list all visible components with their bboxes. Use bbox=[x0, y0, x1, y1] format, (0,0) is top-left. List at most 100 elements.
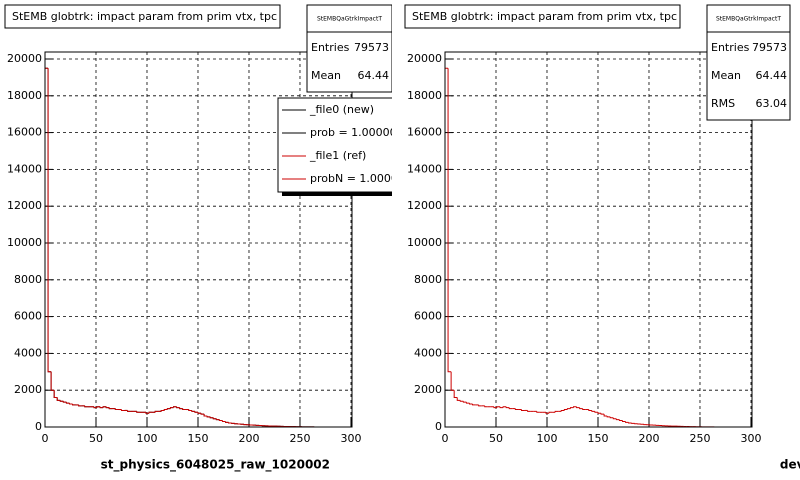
histogram-bin bbox=[50, 371, 55, 391]
histogram-bin bbox=[102, 406, 107, 408]
histogram-bin bbox=[496, 406, 501, 408]
histogram-bin bbox=[459, 400, 464, 402]
stats-label: Entries bbox=[311, 41, 350, 54]
histogram-bin bbox=[508, 407, 513, 410]
legend-box bbox=[277, 97, 392, 193]
plot-border bbox=[444, 51, 753, 428]
histogram-bin bbox=[579, 407, 583, 410]
histogram-bin bbox=[53, 390, 58, 399]
histogram-bin bbox=[606, 415, 611, 418]
histogram-bin bbox=[563, 409, 568, 411]
histogram-bin bbox=[472, 404, 476, 406]
histogram-bin bbox=[554, 410, 559, 413]
stats-box bbox=[706, 4, 791, 121]
histogram-bin bbox=[588, 409, 592, 411]
title-box bbox=[404, 4, 681, 29]
histogram-bin bbox=[478, 404, 482, 407]
histogram-bin bbox=[200, 413, 205, 415]
y-tick-label: 0 bbox=[435, 420, 442, 433]
x-axis-label: st_physics_6048025_raw_1020002 bbox=[101, 458, 330, 473]
histogram-bin bbox=[176, 406, 180, 409]
histogram-bin bbox=[612, 417, 617, 420]
x-tick-label: 50 bbox=[489, 432, 503, 445]
histogram-bin bbox=[163, 409, 168, 411]
title-box bbox=[4, 4, 281, 29]
histogram-bin bbox=[218, 419, 223, 422]
histogram-bin bbox=[514, 408, 519, 411]
histogram-bin bbox=[536, 411, 540, 413]
histogram-bin bbox=[59, 400, 64, 402]
stats-label: Entries bbox=[711, 41, 750, 54]
histogram-bin bbox=[228, 422, 232, 424]
histogram-bin bbox=[47, 68, 52, 373]
histogram-bin bbox=[594, 411, 598, 413]
plot-frame bbox=[444, 51, 753, 428]
histogram-bin bbox=[169, 407, 174, 409]
x-tick-label: 100 bbox=[536, 432, 557, 445]
histogram-bin bbox=[173, 406, 177, 408]
stats-title: StEMBQaGtrkImpactT bbox=[317, 16, 382, 23]
y-tick-label: 14000 bbox=[7, 162, 42, 175]
legend-label: _file1 (ref) bbox=[309, 149, 366, 162]
histogram-bin bbox=[182, 408, 186, 411]
histogram-bin bbox=[154, 410, 159, 413]
histogram-bin bbox=[206, 415, 211, 418]
histogram-bin bbox=[493, 406, 498, 409]
histogram-bin bbox=[72, 404, 76, 406]
histogram-bin bbox=[56, 397, 61, 401]
stats-value: 64.44 bbox=[358, 69, 390, 82]
histogram-bin bbox=[618, 419, 623, 422]
x-tick-label: 250 bbox=[689, 432, 710, 445]
stats-title: StEMBQaGtrkImpactT bbox=[716, 16, 781, 23]
x-tick-label: 150 bbox=[187, 432, 208, 445]
pad: 0200040006000800010000120001400016000180… bbox=[404, 4, 800, 473]
histogram-bin bbox=[453, 390, 458, 399]
y-tick-label: 18000 bbox=[407, 89, 442, 102]
x-axis-label: dev/daq_sl302.ittf/Sat/year_2005/CuCu200… bbox=[780, 458, 800, 473]
histogram-bin bbox=[603, 414, 608, 417]
histogram-bin bbox=[114, 408, 119, 411]
histogram-bin bbox=[527, 410, 531, 412]
x-tick-label: 0 bbox=[442, 432, 449, 445]
y-tick-label: 14000 bbox=[407, 162, 442, 175]
histogram-bin bbox=[566, 408, 571, 410]
chart-title: StEMB globtrk: impact param from prim vt… bbox=[12, 10, 277, 23]
histogram-bin bbox=[462, 401, 467, 403]
histogram-bin bbox=[221, 420, 226, 422]
y-tick-label: 0 bbox=[35, 420, 42, 433]
stats-value: 79573 bbox=[752, 41, 787, 54]
histogram-bin bbox=[502, 406, 507, 408]
histogram-bin bbox=[62, 401, 67, 403]
histogram-bin bbox=[456, 397, 461, 401]
y-tick-label: 12000 bbox=[407, 199, 442, 212]
histogram-bin bbox=[573, 406, 577, 408]
histogram-bin bbox=[188, 409, 192, 411]
stats-label: RMS bbox=[711, 97, 735, 110]
y-tick-label: 6000 bbox=[14, 310, 42, 323]
histogram-bin bbox=[160, 409, 165, 412]
stats-value: 79573 bbox=[354, 41, 389, 54]
y-tick-label: 8000 bbox=[414, 273, 442, 286]
plot-border bbox=[44, 51, 353, 428]
stats-value: 64.44 bbox=[756, 69, 788, 82]
y-tick-label: 4000 bbox=[414, 346, 442, 359]
histogram-bin bbox=[560, 409, 565, 412]
histogram-bin bbox=[78, 404, 82, 407]
histogram-bin bbox=[447, 68, 452, 373]
histogram-bin bbox=[96, 406, 101, 408]
x-tick-label: 100 bbox=[136, 432, 157, 445]
histogram-bin bbox=[468, 403, 473, 405]
histogram-bin bbox=[609, 416, 614, 419]
histogram-bin bbox=[145, 412, 150, 414]
stats-label: Mean bbox=[311, 69, 341, 82]
histogram-bin bbox=[105, 406, 110, 409]
histogram-bin bbox=[215, 418, 220, 421]
legend-label: _file0 (new) bbox=[309, 103, 374, 116]
histogram-bin bbox=[545, 412, 550, 414]
y-tick-label: 12000 bbox=[7, 199, 42, 212]
y-tick-label: 4000 bbox=[14, 346, 42, 359]
histogram-bin bbox=[93, 406, 98, 409]
stats-value: 63.04 bbox=[756, 97, 788, 110]
y-tick-label: 8000 bbox=[14, 273, 42, 286]
